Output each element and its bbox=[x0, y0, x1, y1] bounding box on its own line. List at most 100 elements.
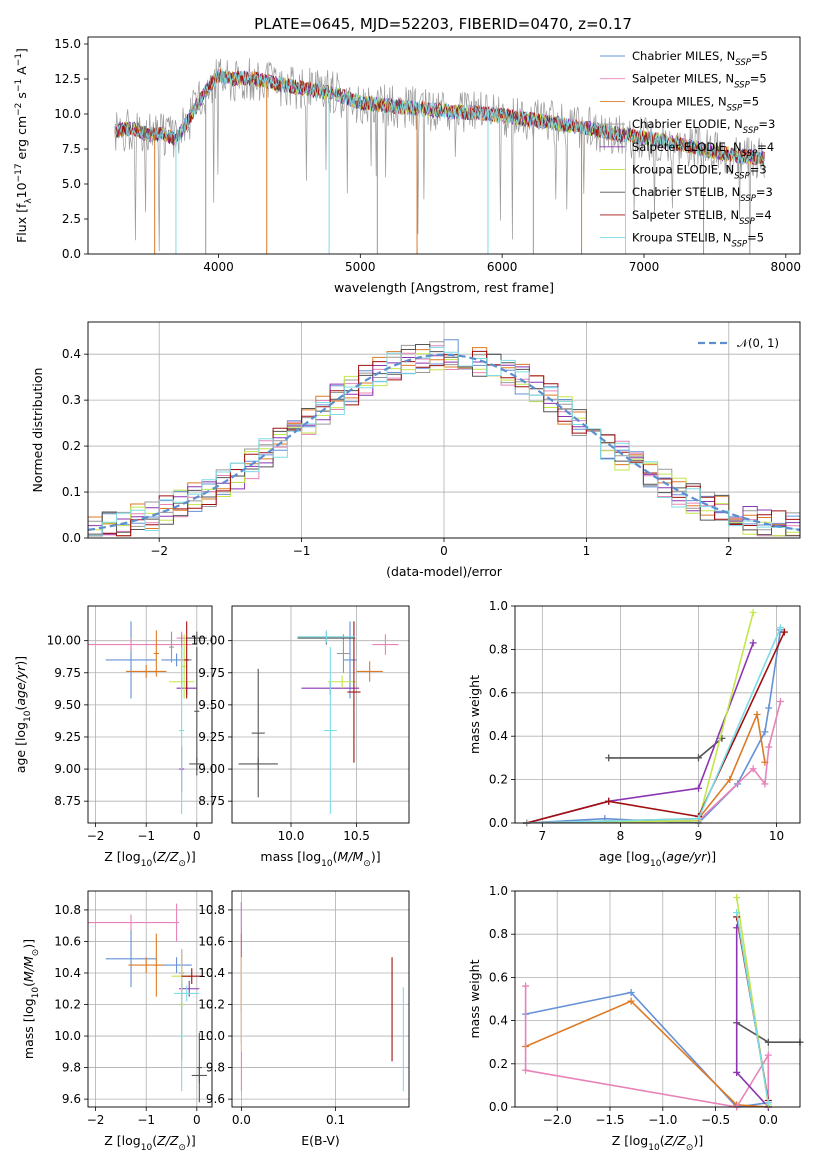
grid-lines bbox=[88, 891, 212, 1107]
mass-weight-marker bbox=[749, 765, 757, 773]
mass-weight-vs-age-panel: 7 8 9 10 0.0 0.2 0.4 0.6 0.8 1.0 age [log10(age/yr… bbox=[467, 599, 801, 869]
mass-weight-marker bbox=[605, 754, 613, 762]
error-bar-point bbox=[168, 631, 175, 663]
spectrum-panel: 4000 5000 6000 7000 8000 0.0 2.5 5.0 7.5 10.0 12.5… bbox=[14, 36, 801, 295]
spectrum-title: PLATE=0645, MJD=52203, FIBERID=0470, z=0… bbox=[254, 15, 632, 33]
error-bar-point bbox=[347, 621, 361, 763]
error-bar-point bbox=[181, 968, 202, 985]
axes-frame bbox=[231, 890, 410, 1108]
mass-weight-marker bbox=[765, 743, 773, 751]
x-tick-label: −2 bbox=[87, 829, 105, 843]
mass-weight-marker bbox=[776, 624, 784, 632]
y-tick-label: 9.25 bbox=[198, 730, 225, 744]
y-tick-label: 9.8 bbox=[62, 1061, 81, 1075]
legend-entry: Chabrier ELODIE, NSSP=3 bbox=[632, 117, 775, 136]
x-tick-label: 0 bbox=[193, 1113, 201, 1127]
error-bar-point bbox=[153, 630, 159, 677]
y-tick-label: 9.8 bbox=[206, 1061, 225, 1075]
y-tick-label: 0.2 bbox=[489, 1057, 508, 1071]
x-tick-label: 4000 bbox=[203, 260, 234, 274]
axes-frame bbox=[87, 36, 801, 255]
y-axis-label: mass [log10(M/M⊙)] bbox=[21, 939, 41, 1059]
mass-vs-ebv-panel: 0.0 0.1 9.6 9.8 10.0 10.2 10.4 10.6 10.8 E(B-V) bbox=[198, 890, 410, 1148]
mass-weight-marker bbox=[765, 704, 773, 712]
x-tick-label: −1 bbox=[137, 829, 155, 843]
y-tick-label: 10.4 bbox=[198, 966, 225, 980]
x-axis-label: wavelength [Angstrom, rest frame] bbox=[334, 280, 554, 295]
y-tick-label: 0.6 bbox=[489, 686, 508, 700]
y-tick-label: 2.5 bbox=[62, 212, 81, 226]
mass-weight-series bbox=[526, 631, 786, 823]
y-axis-label: age [log10(age/yr)] bbox=[13, 656, 33, 773]
spectrum-series bbox=[114, 68, 765, 165]
legend-entry: Kroupa MILES, NSSP=5 bbox=[632, 94, 759, 113]
y-tick-label: 0.4 bbox=[489, 1014, 508, 1028]
y-tick-label: 0.4 bbox=[62, 347, 81, 361]
y-tick-label: 0.1 bbox=[62, 485, 81, 499]
x-tick-label: 5000 bbox=[345, 260, 376, 274]
x-tick-label: 0 bbox=[193, 829, 201, 843]
y-tick-label: 0.2 bbox=[62, 439, 81, 453]
y-tick-label: 10.00 bbox=[47, 634, 81, 648]
error-bar-point bbox=[174, 903, 180, 942]
y-tick-label: 0.6 bbox=[489, 970, 508, 984]
x-tick-label: 0.1 bbox=[326, 1113, 345, 1127]
mass-weight-marker bbox=[753, 711, 761, 718]
x-tick-label: 10.5 bbox=[343, 829, 370, 843]
legend-entry: Kroupa STELIB, NSSP=5 bbox=[632, 231, 764, 250]
error-bar-point bbox=[179, 647, 185, 815]
y-tick-label: 10.0 bbox=[54, 1029, 81, 1043]
mass-weight-marker bbox=[749, 639, 757, 647]
y-tick-label: 10.8 bbox=[54, 903, 81, 917]
mass-weight-vs-metallicity-panel: −2.0 −1.5 −1.0 −0.5 0.0 0.0 0.2 0.4 0.6 0.8 1.0 Z [… bbox=[467, 884, 804, 1153]
x-tick-label: 2 bbox=[725, 544, 733, 558]
y-tick-label: 10.0 bbox=[54, 107, 81, 121]
x-axis-label: Z [log10(Z/Z⊙)] bbox=[104, 849, 195, 869]
age-vs-mass-panel: 10.0 10.5 8.75 9.00 9.25 9.50 9.75 10.00 mass [l… bbox=[191, 605, 410, 869]
error-bar-point bbox=[174, 985, 200, 1002]
y-tick-label: 1.0 bbox=[489, 599, 508, 613]
y-tick-label: 7.5 bbox=[62, 142, 81, 156]
x-tick-label: 7000 bbox=[629, 260, 660, 274]
x-tick-label: 7 bbox=[539, 829, 547, 843]
legend-entry: Salpeter STELIB, NSSP=4 bbox=[632, 208, 772, 227]
x-tick-label: −0.5 bbox=[701, 1113, 730, 1127]
y-tick-label: 15.0 bbox=[54, 37, 81, 51]
x-tick-label: 0.0 bbox=[232, 1113, 251, 1127]
axes-frame bbox=[514, 890, 801, 1108]
y-tick-label: 1.0 bbox=[489, 884, 508, 898]
error-bar-point bbox=[179, 980, 185, 1092]
y-tick-label: 0.2 bbox=[489, 773, 508, 787]
mass-weight-marker bbox=[749, 609, 757, 617]
y-tick-label: 9.6 bbox=[206, 1092, 225, 1106]
legend-entry: Salpeter MILES, NSSP=5 bbox=[632, 72, 767, 91]
mass-weight-marker bbox=[627, 997, 635, 1005]
error-bar-point bbox=[153, 933, 159, 997]
x-axis-label: Z [log10(Z/Z⊙)] bbox=[612, 1133, 703, 1153]
x-axis-label: Z [log10(Z/Z⊙)] bbox=[104, 1133, 195, 1153]
y-tick-label: 10.0 bbox=[198, 1029, 225, 1043]
mass-weight-marker bbox=[780, 628, 788, 636]
y-tick-label: 9.00 bbox=[54, 762, 81, 776]
axes-frame bbox=[231, 605, 410, 824]
error-bar-point bbox=[186, 631, 207, 645]
y-tick-label: 0.0 bbox=[62, 531, 81, 545]
y-tick-label: 10.00 bbox=[191, 634, 225, 648]
y-tick-label: 10.2 bbox=[54, 998, 81, 1012]
mass-weight-marker bbox=[733, 1068, 741, 1076]
y-tick-label: 10.6 bbox=[54, 934, 81, 948]
x-tick-label: 0.0 bbox=[759, 1113, 778, 1127]
y-axis-label: Normed distribution bbox=[30, 368, 45, 493]
y-axis-label: Flux [fλ10−17 erg cm−2 s−1 A−1] bbox=[14, 48, 34, 243]
y-tick-label: 8.75 bbox=[54, 794, 81, 808]
residual-histogram bbox=[88, 346, 800, 537]
y-tick-label: 5.0 bbox=[62, 177, 81, 191]
y-tick-label: 0.3 bbox=[62, 393, 81, 407]
error-bar-point bbox=[196, 1032, 202, 1103]
error-bar-point bbox=[372, 634, 399, 655]
error-bar-point bbox=[125, 665, 167, 678]
mass-weight-marker bbox=[764, 1051, 772, 1059]
x-tick-label: 1 bbox=[583, 544, 591, 558]
